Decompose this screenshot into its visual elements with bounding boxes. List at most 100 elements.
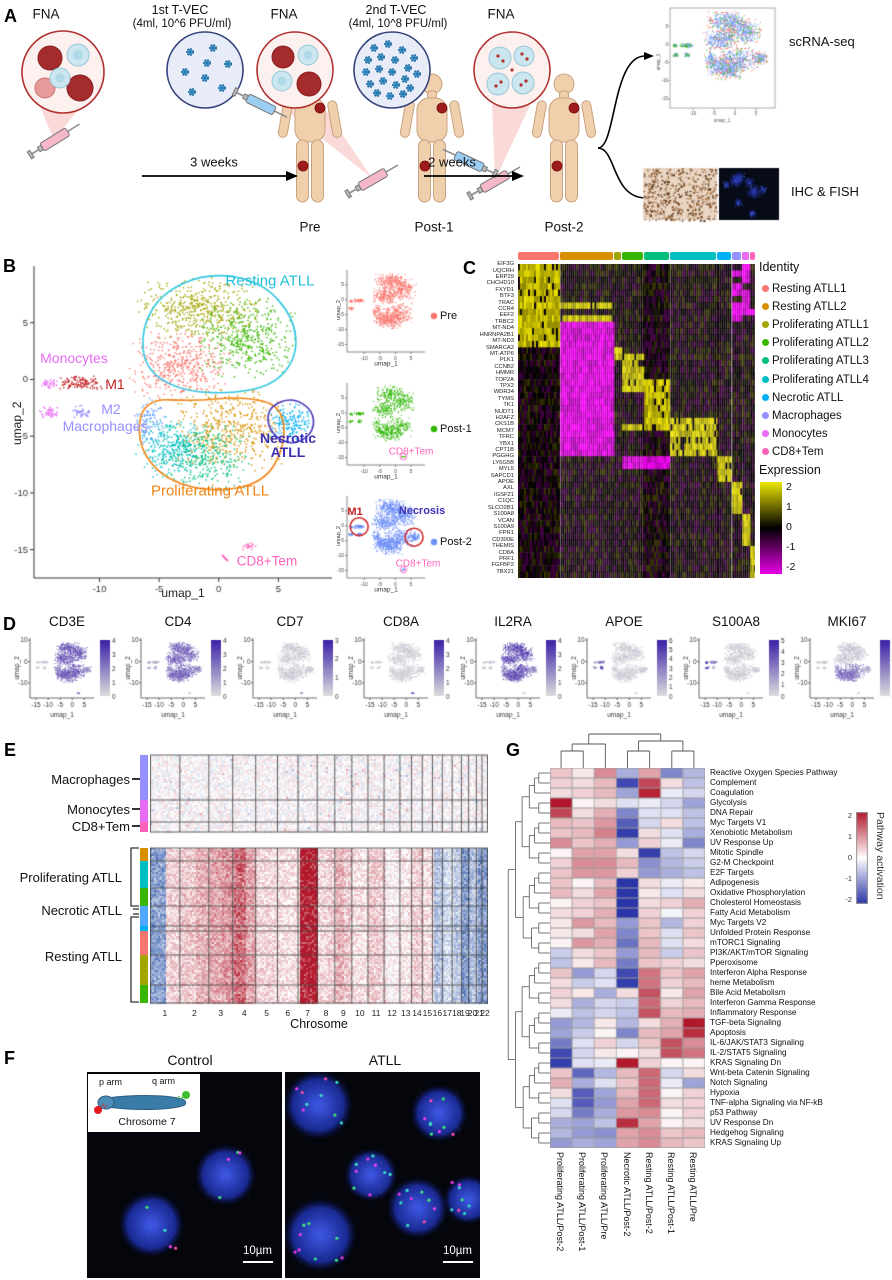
panelC-group-colorbar	[518, 252, 755, 260]
mini-post2-ylabel: umap_2	[336, 526, 342, 546]
group-color-Proliferating ATLL1	[614, 252, 622, 260]
identity-dot-2	[762, 321, 769, 329]
gene-label-PGGHG: PGGHG	[492, 453, 514, 460]
pathway-row-label-1: Complement	[710, 777, 757, 787]
output-ihc-fish: IHC & FISH	[791, 184, 859, 199]
feature-plot-APOE	[571, 632, 677, 732]
chromosome-tick-11: 11	[371, 1008, 381, 1018]
gene-label-EEF2: EEF2	[499, 312, 515, 319]
gene-label-C1QC: C1QC	[497, 498, 514, 505]
chromosome-tick-22: 22	[480, 1008, 490, 1018]
pathway-row-label-30: Wnt-beta Catenin Signaling	[710, 1067, 810, 1077]
panelG-heatmap-canvas	[550, 768, 705, 1148]
tvec2-dose: (4ml, 10^8 PFU/ml)	[348, 18, 448, 30]
cnv-sidebar-bottom-3	[140, 906, 148, 926]
gene-label-S100A9: S100A9	[493, 523, 514, 530]
cnv-sidebar-bottom-2	[140, 888, 148, 906]
pathway-tick-0: 0	[847, 853, 852, 862]
fna-syringe-2	[343, 160, 402, 200]
fna-label-1: FNA	[32, 6, 60, 22]
feature-plot-CD7	[237, 632, 343, 732]
cnv-sidebar-top-0	[140, 755, 148, 800]
pathway-row-label-2: Coagulation	[710, 787, 754, 797]
identity-label-8: Monocytes	[772, 427, 828, 440]
feature-plot-MKI67	[794, 632, 892, 732]
pathway-row-label-7: UV Response Up	[710, 837, 774, 847]
pathway-row-label-23: Interferon Gamma Response	[710, 997, 816, 1007]
panelG-column-dendrogram	[560, 733, 695, 768]
gene-label-TBX21: TBX21	[496, 568, 514, 575]
pathway-col-label-0: Proliferating ATLL/Post-2	[555, 1152, 566, 1252]
identity-label-5: Proliferating ATLL4	[772, 373, 869, 386]
gene-label-CPT1B: CPT1B	[495, 447, 514, 454]
pathway-row-label-25: TGF-beta Signaling	[710, 1017, 781, 1027]
annotation-resting-atll: Resting ATLL	[225, 272, 315, 290]
pathway-row-label-13: Cholesterol Homeostasis	[710, 897, 802, 907]
pathway-col-label-4: Resting ATLL/Post-2	[643, 1152, 654, 1234]
chromosome-tick-13: 13	[401, 1008, 411, 1018]
gene-label-MT-ATP6: MT-ATP6	[489, 350, 514, 357]
output-scrnaseq: scRNA-seq	[789, 34, 855, 49]
chromosome-tick-3: 3	[218, 1008, 224, 1018]
pathway-tick--2: -2	[845, 895, 852, 904]
pathway-tick-1: 1	[847, 832, 852, 841]
identity-label-4: Proliferating ATLL3	[772, 355, 869, 368]
feature-title-APOE: APOE	[605, 614, 643, 629]
tvec2-title: 2nd T-VEC	[365, 3, 427, 17]
gene-label-PLK1: PLK1	[499, 357, 514, 364]
cnv-label-dash-1	[132, 808, 140, 810]
feature-plot-CD8A	[348, 632, 454, 732]
gene-label-SAPCD1: SAPCD1	[490, 472, 514, 479]
mini-post1-cd8-label: CD8+Tem	[388, 446, 434, 458]
timepoint-pre: Pre	[299, 219, 321, 235]
cnv-label-dash-0	[132, 778, 140, 780]
chromosome-tick-9: 9	[340, 1008, 346, 1018]
cnv-sidebar-bottom-0	[140, 848, 148, 861]
chromosome-tick-10: 10	[355, 1008, 365, 1018]
panel-label-g: G	[506, 740, 521, 760]
pathway-tick-2: 2	[847, 811, 852, 820]
pathway-col-label-1: Proliferating ATLL/Post-1	[577, 1152, 588, 1252]
expression-tick--1: -1	[786, 541, 796, 553]
cnv-sidebar-bottom-7	[140, 985, 148, 1003]
chromosome-tick-16: 16	[432, 1008, 443, 1018]
identity-label-7: Macrophages	[772, 409, 842, 422]
pathway-row-label-24: Inflammatory Response	[710, 1007, 797, 1017]
gene-label-FGFBP2: FGFBP2	[491, 562, 514, 569]
cnv-label-resting: Resting ATLL	[44, 949, 122, 964]
identity-dot-1	[762, 303, 769, 311]
expression-tick-0: 0	[786, 521, 792, 533]
tumor-lesions	[297, 102, 580, 172]
chromosome7-label: Chrosome 7	[118, 1116, 176, 1128]
gene-label-LY6G5B: LY6G5B	[492, 459, 514, 466]
pathway-col-label-3: Necrotic ATLL/Post-2	[621, 1152, 632, 1237]
mini-post2-xlabel: umap_1	[374, 586, 398, 594]
cnv-label-monocytes: Monocytes	[67, 802, 130, 817]
chromosome7-ideogram	[94, 1091, 190, 1114]
gene-label-TOP2A: TOP2A	[495, 376, 514, 383]
annotation-monocytes: Monocytes	[40, 350, 108, 366]
chromosome-tick-4: 4	[241, 1008, 247, 1018]
panelB-yaxis-label: umap_2	[10, 401, 24, 445]
identity-label-6: Necrotic ATLL	[772, 391, 844, 404]
pathway-row-label-36: Hedgehog Signaling	[710, 1127, 784, 1137]
identity-dot-3	[762, 339, 769, 347]
tvec1-title: 1st T-VEC	[151, 3, 209, 17]
annotation-necrotic-line1: Necrotic	[259, 430, 317, 446]
expression-colorbar	[760, 482, 782, 574]
pathway-row-label-28: IL-2/STAT5 Signaling	[710, 1047, 787, 1057]
panelC-heatmap-canvas	[518, 264, 755, 578]
gene-label-TYMS: TYMS	[497, 395, 514, 402]
gene-label-BTF3: BTF3	[499, 293, 514, 300]
expression-tick--2: -2	[786, 561, 796, 573]
gene-label-IGSF21: IGSF21	[494, 491, 514, 498]
pathway-row-label-33: TNF-alpha Signaling via NF-kB	[710, 1097, 823, 1107]
gene-label-CCNB2: CCNB2	[494, 363, 514, 370]
expression-tick-2: 2	[786, 481, 792, 493]
feature-title-CD3E: CD3E	[48, 614, 85, 629]
chromosome-tick-15: 15	[422, 1008, 433, 1018]
chromosome-tick-12: 12	[387, 1008, 397, 1018]
identity-dot-6	[762, 393, 769, 401]
chromosome-tick-20: 20	[467, 1008, 478, 1018]
